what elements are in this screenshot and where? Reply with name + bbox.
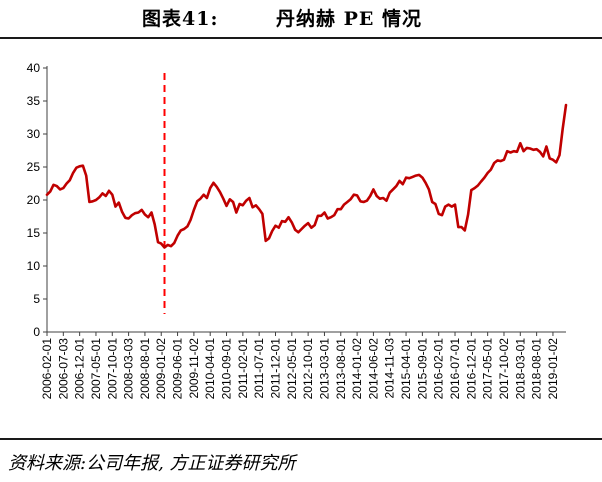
- x-tick-label: 2016-12-01: [464, 338, 478, 400]
- x-tick-label: 2014-06-02: [366, 338, 380, 400]
- x-tick-label: 2010-09-01: [220, 338, 234, 400]
- x-tick-label: 2015-09-01: [415, 338, 429, 400]
- figure-number: 图表41:: [142, 8, 219, 30]
- y-tick-label: 30: [27, 127, 41, 141]
- title-rule: [0, 37, 602, 39]
- x-tick-label: 2015-04-01: [399, 338, 413, 400]
- x-tick-label: 2009-11-02: [187, 338, 201, 399]
- y-tick-label: 5: [33, 292, 40, 306]
- x-tick-label: 2006-12-01: [73, 338, 87, 400]
- y-tick-label: 0: [33, 325, 40, 339]
- y-tick-label: 25: [27, 160, 41, 174]
- x-tick-label: 2009-06-01: [171, 338, 185, 400]
- x-tick-label: 2007-10-01: [105, 338, 119, 400]
- y-tick-label: 40: [27, 61, 41, 75]
- y-tick-label: 10: [27, 259, 41, 273]
- x-tick-label: 2008-03-03: [122, 338, 136, 400]
- source-note: 资料来源:公司年报, 方正证券研究所: [8, 453, 296, 474]
- x-tick-label: 2006-02-01: [40, 338, 54, 400]
- x-tick-label: 2012-10-01: [301, 338, 315, 400]
- x-tick-label: 2013-03-01: [317, 338, 331, 400]
- series-group: [45, 73, 568, 314]
- x-tick-label: 2009-01-02: [154, 338, 168, 400]
- x-tick-label: 2016-07-01: [448, 338, 462, 400]
- x-tick-label: 2007-05-01: [89, 338, 103, 400]
- x-tick-label: 2008-08-01: [138, 338, 152, 400]
- y-tick-label: 15: [27, 226, 41, 240]
- x-tick-label: 2017-05-01: [481, 338, 495, 400]
- x-tick-label: 2010-04-01: [203, 338, 217, 400]
- y-axis: 0 5 10 15 20 25 30 35 40: [27, 61, 48, 339]
- y-tick-label: 20: [27, 193, 41, 207]
- x-tick-label: 2011-12-01: [268, 338, 282, 399]
- x-tick-label: 2016-02-01: [432, 338, 446, 400]
- x-tick-label: 2006-07-03: [56, 338, 70, 400]
- x-tick-label: 2018-03-01: [513, 338, 527, 400]
- pe-series-line: [45, 103, 568, 249]
- x-tick-label: 2014-11-03: [383, 338, 397, 399]
- source-rule: [0, 438, 602, 440]
- x-tick-label: 2011-02-01: [236, 338, 250, 399]
- figure-name: 丹纳赫 PE 情况: [276, 8, 422, 30]
- figure-title: 图表41: 丹纳赫 PE 情况: [0, 0, 602, 34]
- x-tick-label: 2012-05-01: [285, 338, 299, 400]
- x-tick-label: 2011-07-01: [252, 338, 266, 399]
- x-axis: 2006-02-01 2006-07-03 2006-12-01 2007-05-01…: [40, 331, 566, 400]
- x-tick-label: 2019-01-02: [546, 338, 560, 400]
- x-tick-label: 2013-08-01: [334, 338, 348, 400]
- x-tick-label: 2014-01-02: [350, 338, 364, 400]
- x-tick-label: 2017-10-02: [497, 338, 511, 400]
- y-tick-label: 35: [27, 94, 41, 108]
- x-tick-label: 2018-08-01: [530, 338, 544, 400]
